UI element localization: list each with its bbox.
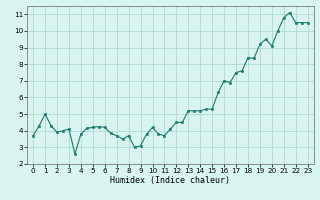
X-axis label: Humidex (Indice chaleur): Humidex (Indice chaleur) — [110, 176, 230, 185]
